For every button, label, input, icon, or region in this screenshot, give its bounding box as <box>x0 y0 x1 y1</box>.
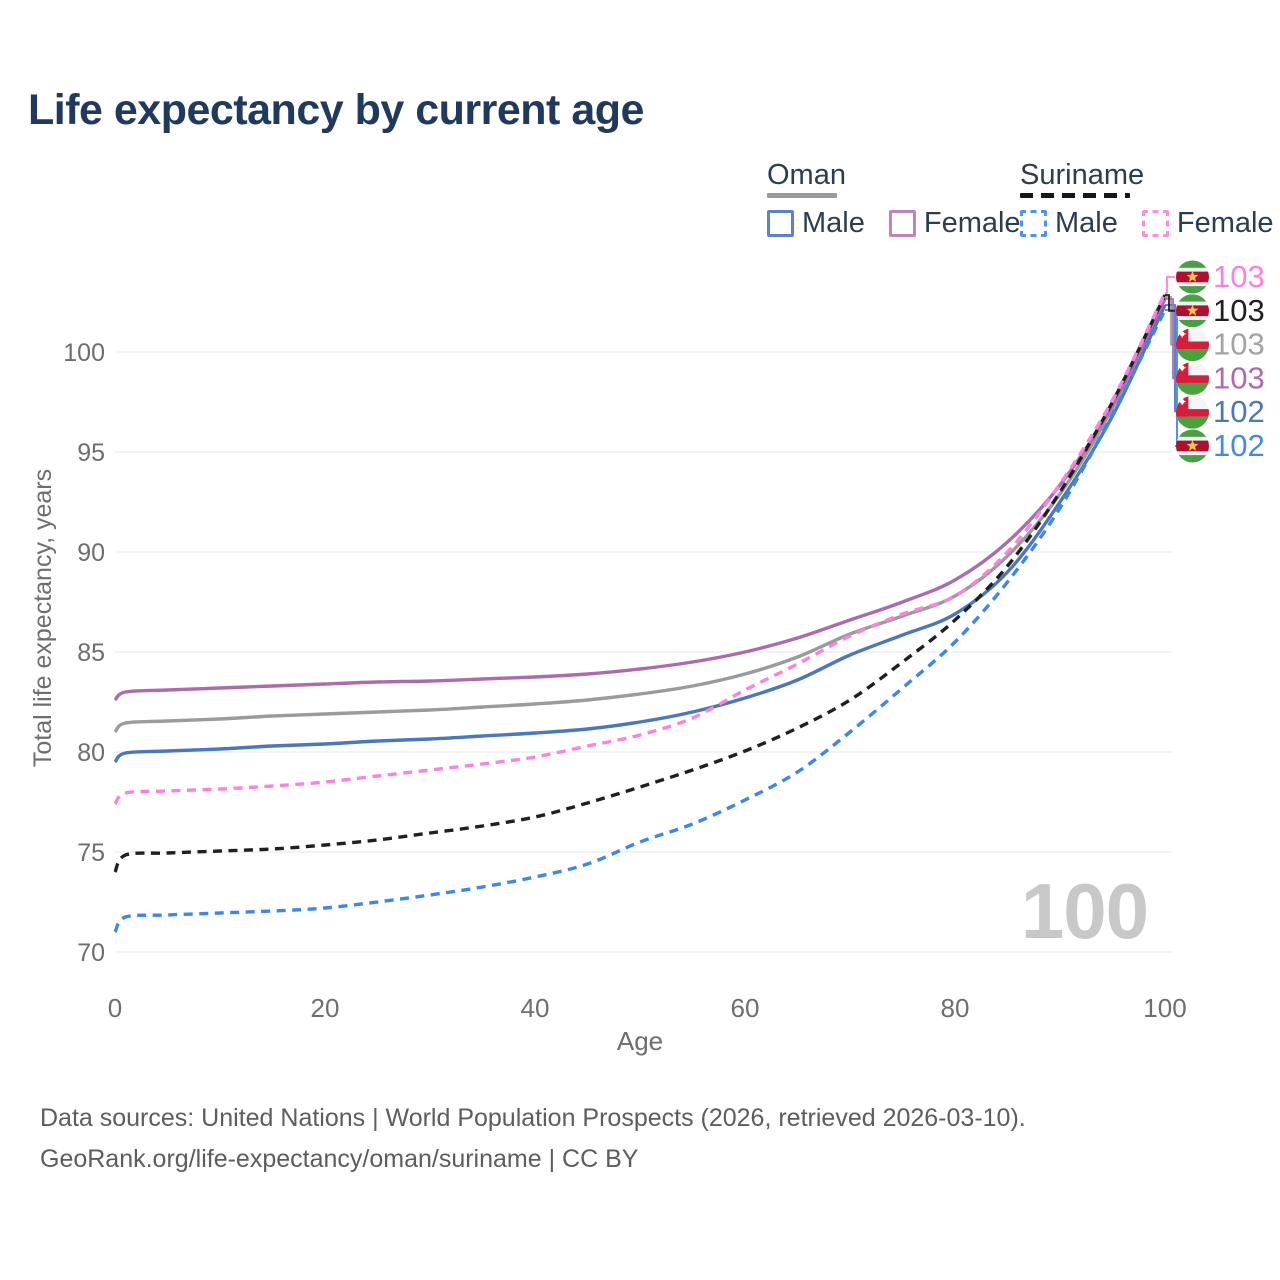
y-tick-label-80: 80 <box>77 739 105 767</box>
series-line-oman-male[interactable] <box>113 304 1167 764</box>
x-tick-label-20: 20 <box>311 993 340 1023</box>
end-value-label-oman-both-sexes: 103 <box>1213 327 1265 362</box>
legend-label-suriname-female: Female <box>1176 207 1274 239</box>
end-value-label-suriname-male: 102 <box>1213 428 1265 463</box>
legend-item-oman-female[interactable]: Female <box>888 207 1021 240</box>
legend-group-oman: Oman Male Female <box>767 160 1045 240</box>
legend-country-oman[interactable]: Oman <box>767 159 846 191</box>
series-line-oman-both-sexes[interactable] <box>113 296 1167 734</box>
legend-item-oman-male[interactable]: Male <box>767 207 865 240</box>
x-tick-label-40: 40 <box>521 993 550 1023</box>
legend-label-oman-male: Male <box>802 207 865 239</box>
end-value-label-suriname-both-sexes: 103 <box>1213 293 1265 328</box>
series-line-suriname-both-sexes[interactable] <box>113 294 1167 873</box>
suriname-female-swatch-icon[interactable] <box>1141 210 1169 237</box>
y-axis-label: Total life expectancy, years <box>29 468 57 768</box>
oman-flag-icon <box>1176 328 1209 362</box>
y-tick-label-70: 70 <box>77 939 105 967</box>
legend-item-suriname-male[interactable]: Male <box>1020 207 1118 240</box>
series-line-suriname-male[interactable] <box>113 309 1167 933</box>
y-tick-label-90: 90 <box>77 539 105 567</box>
legend-line-sample-suriname <box>1020 193 1130 198</box>
x-axis-label: Age <box>616 1026 664 1056</box>
x-tick-label-60: 60 <box>731 993 760 1023</box>
suriname-flag-icon <box>1176 260 1209 294</box>
max-age-watermark: 100 <box>1020 867 1149 955</box>
leader-line-suriname-both-sexes <box>1165 294 1175 312</box>
oman-flag-icon <box>1176 395 1209 429</box>
end-value-label-oman-male: 102 <box>1213 394 1265 429</box>
y-tick-label-100: 100 <box>63 339 105 367</box>
series-line-suriname-female[interactable] <box>113 292 1167 806</box>
oman-flag-icon <box>1176 361 1209 395</box>
footer-data-sources: Data sources: United Nations | World Pop… <box>40 1104 1026 1132</box>
x-tick-label-0: 0 <box>108 993 122 1023</box>
leader-line-suriname-female <box>1165 276 1175 294</box>
end-value-label-oman-female: 103 <box>1213 360 1265 395</box>
y-tick-label-95: 95 <box>77 439 105 467</box>
legend-label-oman-female: Female <box>923 207 1021 239</box>
suriname-flag-icon <box>1176 429 1209 463</box>
legend-item-suriname-female[interactable]: Female <box>1141 207 1274 240</box>
end-value-label-suriname-female: 103 <box>1213 259 1265 294</box>
suriname-flag-icon <box>1176 294 1209 328</box>
oman-male-swatch-icon[interactable] <box>767 210 794 237</box>
legend-group-suriname: Suriname Male Female <box>1020 160 1280 240</box>
legend-line-sample-oman <box>767 193 837 198</box>
x-tick-label-100: 100 <box>1143 993 1186 1023</box>
suriname-male-swatch-icon[interactable] <box>1020 210 1047 237</box>
y-tick-label-85: 85 <box>77 639 105 667</box>
series-line-oman-female[interactable] <box>113 298 1167 702</box>
y-tick-label-75: 75 <box>77 839 105 867</box>
legend-country-suriname[interactable]: Suriname <box>1020 159 1145 191</box>
x-tick-label-80: 80 <box>941 993 970 1023</box>
oman-female-swatch-icon[interactable] <box>888 210 916 237</box>
page-title: Life expectancy by current age <box>28 86 644 134</box>
footer-attribution: GeoRank.org/life-expectancy/oman/surinam… <box>40 1145 639 1173</box>
legend-label-suriname-male: Male <box>1055 207 1118 239</box>
